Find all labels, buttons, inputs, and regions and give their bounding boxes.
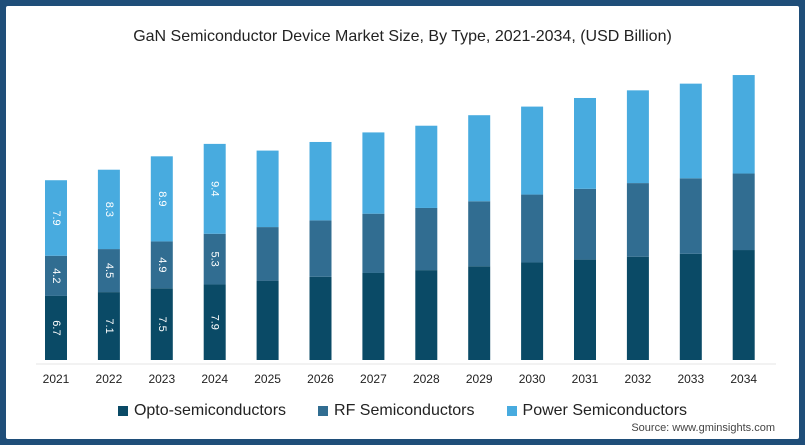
data-label-2022-series-0: 7.1 <box>103 318 115 333</box>
source-note: Source: www.gminsights.com <box>631 422 775 434</box>
bar-2028-series-2 <box>415 125 438 208</box>
bar-2026-series-0 <box>309 276 332 360</box>
data-label-2023-series-0: 7.5 <box>156 316 168 331</box>
bar-2022-series-1 <box>97 249 120 293</box>
chart-title: GaN Semiconductor Device Market Size, By… <box>133 28 672 45</box>
data-label-2022-series-2: 8.3 <box>103 202 115 217</box>
bar-2030-series-0 <box>521 262 544 360</box>
bar-2027-series-1 <box>362 213 385 273</box>
x-tick-label-2033: 2033 <box>677 372 704 386</box>
legend-item-0: Opto-semiconductors <box>117 402 287 420</box>
bar-2031-series-1 <box>574 188 596 260</box>
bar-2030-series-1 <box>521 194 544 263</box>
bar-2023-series-1 <box>150 241 173 289</box>
x-tick-label-2022: 2022 <box>96 372 123 386</box>
bar-2030-series-2 <box>521 106 544 195</box>
x-tick-label-2029: 2029 <box>466 372 493 386</box>
bar-2024-series-1 <box>203 233 226 285</box>
bar-2029-series-2 <box>468 115 491 202</box>
legend-label-2: Power Semiconductors <box>522 402 688 419</box>
legend-item-2: Power Semiconductors <box>506 402 688 420</box>
bar-2026-series-2 <box>309 141 332 221</box>
x-tick-label-2027: 2027 <box>360 372 387 386</box>
legend-swatch-0 <box>117 406 128 416</box>
bar-2033-series-1 <box>679 178 702 254</box>
legend-swatch-2 <box>506 406 517 416</box>
bar-2031-series-0 <box>574 259 596 360</box>
x-tick-label-2031: 2031 <box>572 372 599 386</box>
bar-2025-series-0 <box>256 280 279 360</box>
bar-2034-series-0 <box>732 250 755 360</box>
x-tick-label-2030: 2030 <box>519 372 546 386</box>
legend-label-0: Opto-semiconductors <box>133 402 287 419</box>
x-tick-label-2025: 2025 <box>254 372 281 386</box>
bar-2028-series-1 <box>415 207 438 271</box>
x-tick-label-2028: 2028 <box>413 372 440 386</box>
legend-label-1: RF Semiconductors <box>334 402 475 419</box>
legend-swatch-1 <box>318 406 329 416</box>
bar-2028-series-0 <box>415 270 438 360</box>
bar-2023-series-0 <box>150 288 173 360</box>
bar-2032-series-0 <box>626 256 649 360</box>
x-tick-label-2034: 2034 <box>730 372 757 386</box>
bar-2033-series-2 <box>679 83 702 179</box>
bar-2021-series-1 <box>45 255 67 296</box>
bar-2022-series-2 <box>97 169 120 250</box>
bar-2024-series-2 <box>203 143 226 234</box>
data-label-2022-series-1: 4.5 <box>103 263 115 278</box>
data-label-2021-series-0: 6.7 <box>50 320 62 335</box>
bar-2025-series-2 <box>256 150 279 228</box>
data-label-2023-series-1: 4.9 <box>156 257 168 272</box>
data-label-2024-series-2: 9.4 <box>209 181 221 196</box>
bar-2029-series-1 <box>468 201 491 267</box>
data-label-2024-series-0: 7.9 <box>209 315 221 330</box>
bar-2034-series-1 <box>732 173 755 251</box>
data-label-2021-series-1: 4.2 <box>50 268 62 283</box>
bar-2031-series-2 <box>574 97 596 189</box>
data-label-2024-series-1: 5.3 <box>209 251 221 266</box>
bar-2022-series-0 <box>97 292 120 360</box>
chart-card: GaN Semiconductor Device Market Size, By… <box>6 6 799 439</box>
bar-2021-series-2 <box>45 180 67 256</box>
bar-2032-series-2 <box>626 90 649 184</box>
x-tick-label-2026: 2026 <box>307 372 334 386</box>
x-tick-label-2021: 2021 <box>43 372 70 386</box>
data-label-2023-series-2: 8.9 <box>156 191 168 206</box>
x-tick-label-2023: 2023 <box>148 372 175 386</box>
stacked-bar-chart: 6.7 4.2 7.9 2021 7.1 4.5 8.3 2022 7.5 4.9 8.9 2023 7… <box>36 75 776 386</box>
bar-2027-series-2 <box>362 132 385 214</box>
bar-2034-series-2 <box>732 75 755 174</box>
bar-2021-series-0 <box>45 295 67 360</box>
bar-2024-series-0 <box>203 284 226 360</box>
x-tick-label-2024: 2024 <box>201 372 228 386</box>
legend-item-1: RF Semiconductors <box>318 402 475 420</box>
bar-2026-series-1 <box>309 220 332 277</box>
bar-2023-series-2 <box>150 156 173 242</box>
bar-2025-series-1 <box>256 227 279 281</box>
data-label-2021-series-2: 7.9 <box>50 210 62 225</box>
bar-2032-series-1 <box>626 183 649 257</box>
bar-2027-series-0 <box>362 272 385 360</box>
chart-legend: Opto-semiconductors RF Semiconductors Powe… <box>6 402 799 420</box>
bar-2033-series-0 <box>679 253 702 360</box>
x-tick-label-2032: 2032 <box>625 372 652 386</box>
bar-2029-series-0 <box>468 266 491 360</box>
